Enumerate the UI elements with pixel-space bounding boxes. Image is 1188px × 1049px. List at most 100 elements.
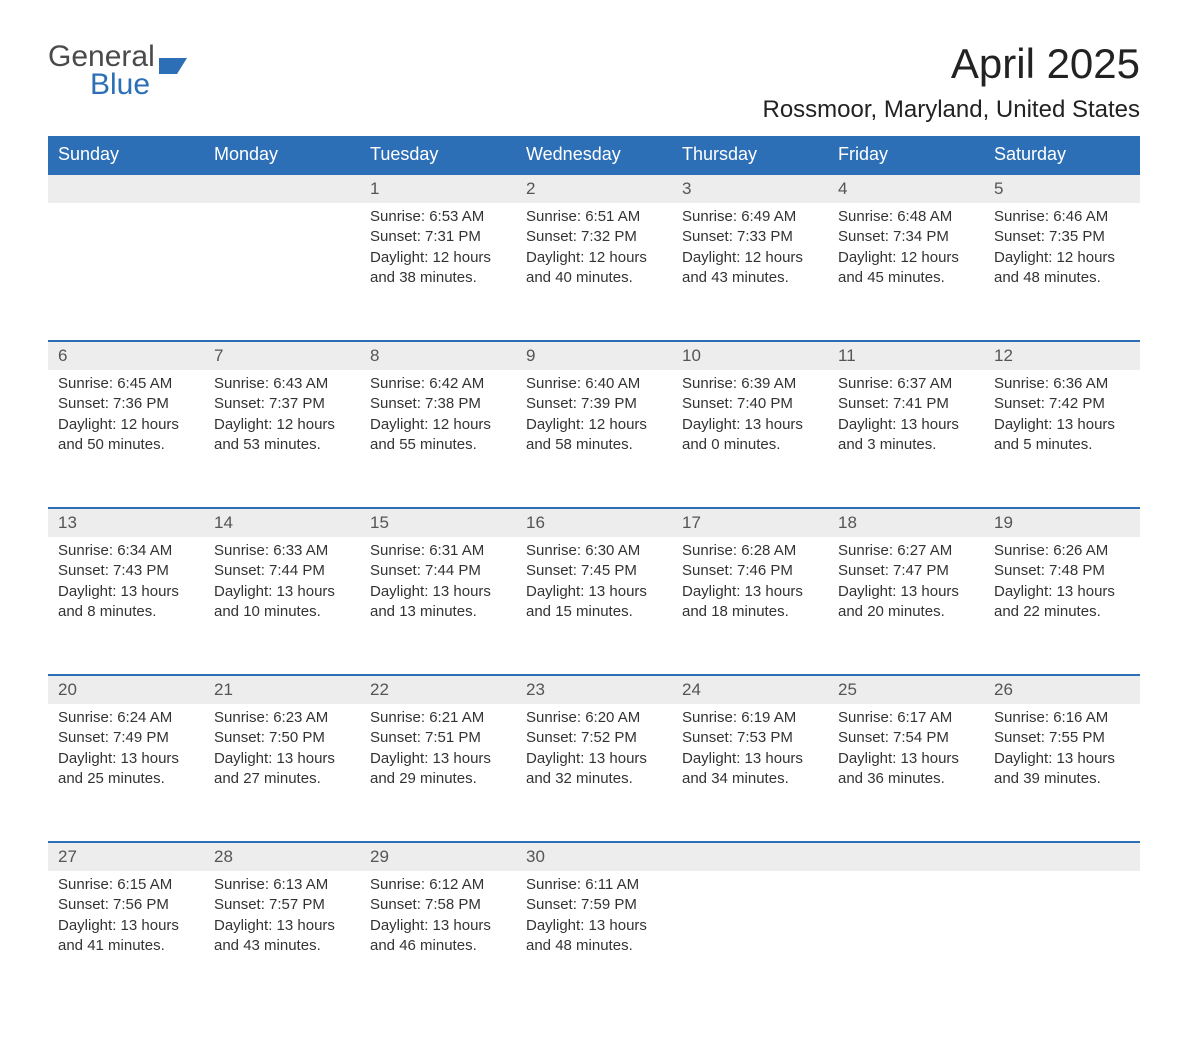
day-number-row: 12345: [48, 174, 1140, 203]
weekday-header-row: SundayMondayTuesdayWednesdayThursdayFrid…: [48, 136, 1140, 174]
sunrise-line: Sunrise: 6:26 AM: [994, 541, 1130, 561]
day-number-cell: 9: [516, 341, 672, 370]
weekday-header: Tuesday: [360, 136, 516, 174]
sunrise-line: Sunrise: 6:19 AM: [682, 708, 818, 728]
daylight-line: Daylight: 13 hours and 15 minutes.: [526, 582, 662, 623]
month-title: April 2025: [763, 40, 1141, 88]
day-content-cell: Sunrise: 6:37 AMSunset: 7:41 PMDaylight:…: [828, 370, 984, 508]
day-content-cell: Sunrise: 6:31 AMSunset: 7:44 PMDaylight:…: [360, 537, 516, 675]
sunrise-line: Sunrise: 6:16 AM: [994, 708, 1130, 728]
day-content-cell: Sunrise: 6:45 AMSunset: 7:36 PMDaylight:…: [48, 370, 204, 508]
sunrise-line: Sunrise: 6:39 AM: [682, 374, 818, 394]
day-content-cell: Sunrise: 6:16 AMSunset: 7:55 PMDaylight:…: [984, 704, 1140, 842]
weekday-header: Monday: [204, 136, 360, 174]
weekday-header: Friday: [828, 136, 984, 174]
sunset-line: Sunset: 7:44 PM: [214, 561, 350, 581]
day-content-cell: [828, 871, 984, 1009]
daylight-line: Daylight: 13 hours and 13 minutes.: [370, 582, 506, 623]
day-number-cell: 4: [828, 174, 984, 203]
sunset-line: Sunset: 7:51 PM: [370, 728, 506, 748]
daylight-line: Daylight: 13 hours and 27 minutes.: [214, 749, 350, 790]
day-number-cell: 20: [48, 675, 204, 704]
daylight-line: Daylight: 13 hours and 34 minutes.: [682, 749, 818, 790]
day-content-cell: Sunrise: 6:53 AMSunset: 7:31 PMDaylight:…: [360, 203, 516, 341]
day-number-cell: 11: [828, 341, 984, 370]
day-number-cell: 13: [48, 508, 204, 537]
sunset-line: Sunset: 7:48 PM: [994, 561, 1130, 581]
day-number-cell: 14: [204, 508, 360, 537]
day-content-cell: Sunrise: 6:26 AMSunset: 7:48 PMDaylight:…: [984, 537, 1140, 675]
day-number-cell: 18: [828, 508, 984, 537]
day-number-cell: 3: [672, 174, 828, 203]
day-number-cell: [48, 174, 204, 203]
sunset-line: Sunset: 7:49 PM: [58, 728, 194, 748]
day-number-row: 20212223242526: [48, 675, 1140, 704]
day-number-cell: 7: [204, 341, 360, 370]
sunrise-line: Sunrise: 6:31 AM: [370, 541, 506, 561]
sunrise-line: Sunrise: 6:17 AM: [838, 708, 974, 728]
sunrise-line: Sunrise: 6:49 AM: [682, 207, 818, 227]
sunset-line: Sunset: 7:37 PM: [214, 394, 350, 414]
sunset-line: Sunset: 7:35 PM: [994, 227, 1130, 247]
day-number-cell: 10: [672, 341, 828, 370]
sunrise-line: Sunrise: 6:30 AM: [526, 541, 662, 561]
day-number-cell: 19: [984, 508, 1140, 537]
day-number-cell: 2: [516, 174, 672, 203]
location-subtitle: Rossmoor, Maryland, United States: [763, 96, 1141, 124]
sunset-line: Sunset: 7:44 PM: [370, 561, 506, 581]
sunset-line: Sunset: 7:45 PM: [526, 561, 662, 581]
daylight-line: Daylight: 13 hours and 8 minutes.: [58, 582, 194, 623]
calendar-table: SundayMondayTuesdayWednesdayThursdayFrid…: [48, 136, 1140, 1009]
day-content-cell: Sunrise: 6:12 AMSunset: 7:58 PMDaylight:…: [360, 871, 516, 1009]
daylight-line: Daylight: 13 hours and 46 minutes.: [370, 916, 506, 957]
day-content-cell: Sunrise: 6:13 AMSunset: 7:57 PMDaylight:…: [204, 871, 360, 1009]
day-content-cell: Sunrise: 6:36 AMSunset: 7:42 PMDaylight:…: [984, 370, 1140, 508]
sunrise-line: Sunrise: 6:45 AM: [58, 374, 194, 394]
day-number-cell: 16: [516, 508, 672, 537]
day-content-cell: Sunrise: 6:39 AMSunset: 7:40 PMDaylight:…: [672, 370, 828, 508]
sunrise-line: Sunrise: 6:21 AM: [370, 708, 506, 728]
sunset-line: Sunset: 7:33 PM: [682, 227, 818, 247]
day-number-row: 13141516171819: [48, 508, 1140, 537]
day-content-cell: Sunrise: 6:34 AMSunset: 7:43 PMDaylight:…: [48, 537, 204, 675]
day-content-cell: Sunrise: 6:11 AMSunset: 7:59 PMDaylight:…: [516, 871, 672, 1009]
day-content-cell: Sunrise: 6:15 AMSunset: 7:56 PMDaylight:…: [48, 871, 204, 1009]
sunrise-line: Sunrise: 6:33 AM: [214, 541, 350, 561]
sunrise-line: Sunrise: 6:42 AM: [370, 374, 506, 394]
daylight-line: Daylight: 13 hours and 3 minutes.: [838, 415, 974, 456]
day-content-cell: Sunrise: 6:51 AMSunset: 7:32 PMDaylight:…: [516, 203, 672, 341]
sunset-line: Sunset: 7:52 PM: [526, 728, 662, 748]
daylight-line: Daylight: 12 hours and 50 minutes.: [58, 415, 194, 456]
sunrise-line: Sunrise: 6:12 AM: [370, 875, 506, 895]
day-content-cell: Sunrise: 6:42 AMSunset: 7:38 PMDaylight:…: [360, 370, 516, 508]
day-number-cell: [828, 842, 984, 871]
day-content-cell: Sunrise: 6:40 AMSunset: 7:39 PMDaylight:…: [516, 370, 672, 508]
daylight-line: Daylight: 12 hours and 53 minutes.: [214, 415, 350, 456]
day-number-row: 27282930: [48, 842, 1140, 871]
day-content-cell: Sunrise: 6:30 AMSunset: 7:45 PMDaylight:…: [516, 537, 672, 675]
sunrise-line: Sunrise: 6:24 AM: [58, 708, 194, 728]
daylight-line: Daylight: 13 hours and 39 minutes.: [994, 749, 1130, 790]
day-number-cell: 24: [672, 675, 828, 704]
day-content-row: Sunrise: 6:15 AMSunset: 7:56 PMDaylight:…: [48, 871, 1140, 1009]
sunset-line: Sunset: 7:50 PM: [214, 728, 350, 748]
daylight-line: Daylight: 12 hours and 58 minutes.: [526, 415, 662, 456]
day-number-cell: 29: [360, 842, 516, 871]
sunset-line: Sunset: 7:41 PM: [838, 394, 974, 414]
sunset-line: Sunset: 7:32 PM: [526, 227, 662, 247]
sunset-line: Sunset: 7:36 PM: [58, 394, 194, 414]
daylight-line: Daylight: 12 hours and 40 minutes.: [526, 248, 662, 289]
day-content-row: Sunrise: 6:45 AMSunset: 7:36 PMDaylight:…: [48, 370, 1140, 508]
day-content-cell: Sunrise: 6:17 AMSunset: 7:54 PMDaylight:…: [828, 704, 984, 842]
daylight-line: Daylight: 13 hours and 25 minutes.: [58, 749, 194, 790]
day-number-cell: 27: [48, 842, 204, 871]
logo-word-2: Blue: [90, 68, 193, 102]
weekday-header: Saturday: [984, 136, 1140, 174]
day-number-cell: 17: [672, 508, 828, 537]
sunrise-line: Sunrise: 6:36 AM: [994, 374, 1130, 394]
sunset-line: Sunset: 7:40 PM: [682, 394, 818, 414]
sunset-line: Sunset: 7:31 PM: [370, 227, 506, 247]
sunrise-line: Sunrise: 6:34 AM: [58, 541, 194, 561]
day-number-cell: 15: [360, 508, 516, 537]
sunset-line: Sunset: 7:54 PM: [838, 728, 974, 748]
